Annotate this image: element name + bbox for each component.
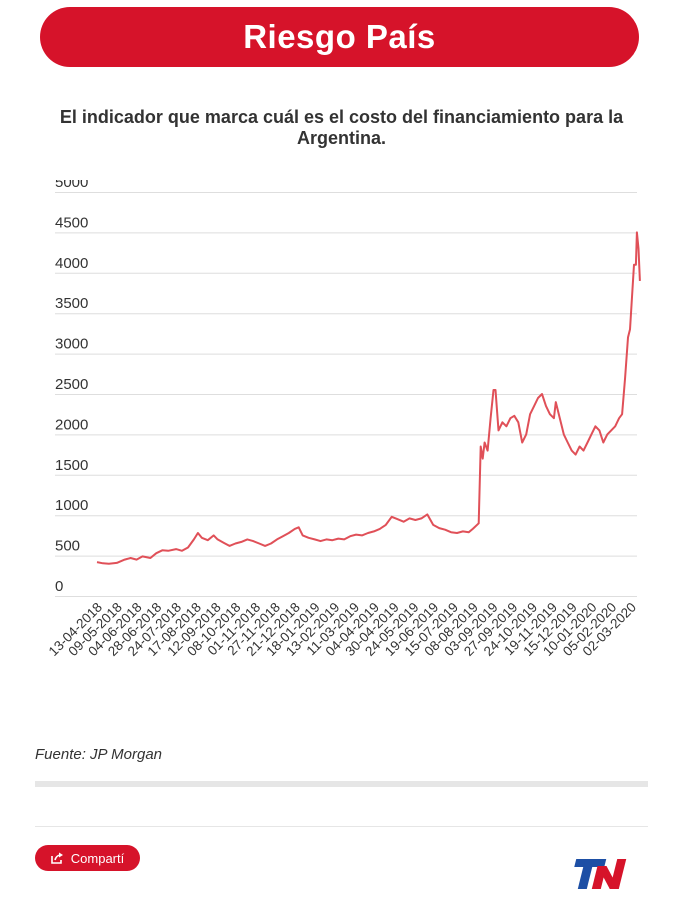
y-tick-label: 2500 [55, 376, 88, 393]
x-axis-ticks: 13-04-201809-05-201804-06-201828-06-2018… [46, 600, 639, 659]
line-chart: 0 500 1000 1500 2000 2500 3000 3500 4000 4500 5000… [46, 180, 641, 659]
share-icon [50, 852, 63, 864]
tn-logo-icon[interactable] [567, 856, 635, 892]
header-banner: Riesgo País [40, 7, 639, 67]
y-tick-label: 4000 [55, 255, 88, 272]
y-tick-label: 2000 [55, 416, 88, 433]
divider-thin [35, 826, 648, 827]
share-button[interactable]: Compartí [35, 845, 140, 871]
y-tick-label: 4500 [55, 214, 88, 231]
y-tick-label: 5000 [55, 180, 88, 191]
y-axis-ticks: 0 500 1000 1500 2000 2500 3000 3500 4000 4500 5000 [55, 180, 88, 595]
grid-lines [55, 192, 637, 597]
y-tick-label: 3500 [55, 295, 88, 312]
y-tick-label: 1000 [55, 497, 88, 514]
y-tick-label: 0 [55, 578, 63, 595]
chart-subtitle: El indicador que marca cuál es el costo … [59, 107, 624, 148]
y-tick-label: 1500 [55, 457, 88, 474]
series-line-riesgo-pais [96, 231, 641, 565]
page-title: Riesgo País [243, 18, 436, 55]
divider [35, 781, 648, 787]
share-label: Compartí [70, 850, 125, 866]
source-note: Fuente: JP Morgan [35, 746, 163, 763]
y-tick-label: 500 [55, 538, 80, 555]
y-tick-label: 3000 [55, 336, 88, 353]
